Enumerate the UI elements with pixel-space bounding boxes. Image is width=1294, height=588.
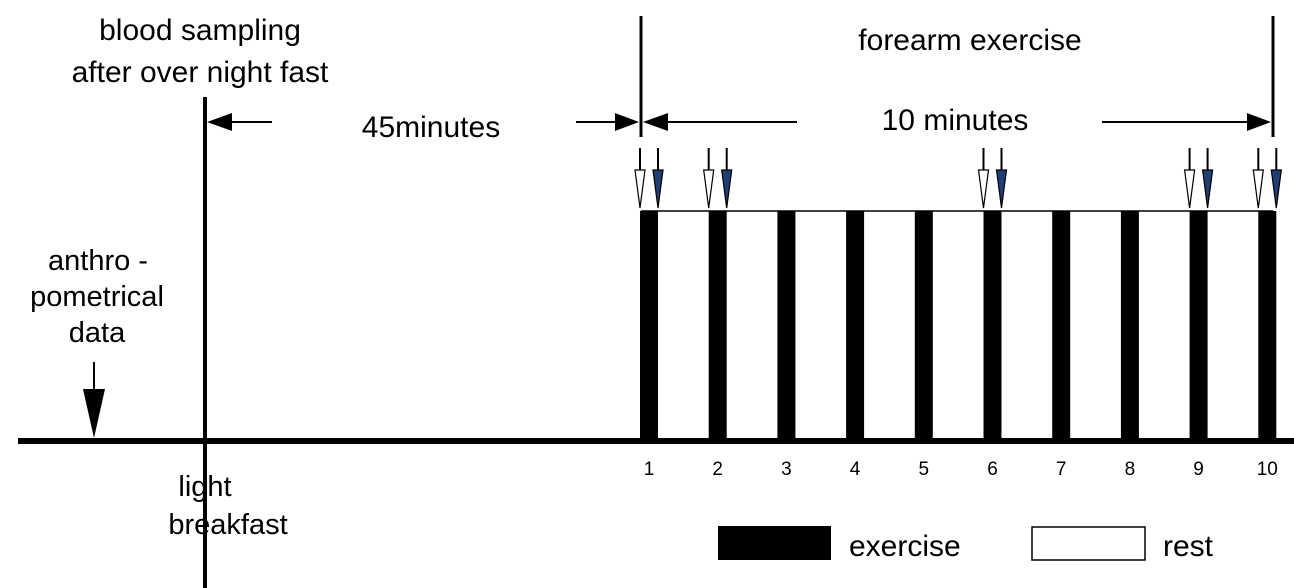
interval-45-arrows: [207, 113, 639, 131]
bout-tick-label-5: 5: [919, 459, 930, 480]
exercise-bar-1: [640, 211, 658, 439]
exercise-bar-3: [777, 211, 796, 439]
sample-arrow-post-1: [652, 148, 664, 209]
forearm-exercise-label: forearm exercise: [858, 24, 1081, 57]
blood-sampling-label-line2: after over night fast: [72, 56, 329, 89]
legend: exercise rest: [718, 526, 1214, 563]
legend-rest-label: rest: [1163, 530, 1214, 563]
exercise-bar-9: [1189, 211, 1208, 439]
blood-sampling-label-line1: blood sampling: [99, 14, 301, 47]
light-breakfast-label-line2: breakfast: [168, 509, 287, 541]
legend-rest-swatch: [1031, 526, 1146, 561]
anthro-label-line3: data: [69, 317, 126, 349]
bout-tick-label-3: 3: [781, 459, 792, 480]
sample-arrow-post-2: [721, 148, 733, 209]
sample-arrow-post-10: [1270, 148, 1282, 209]
bout-tick-label-8: 8: [1125, 459, 1136, 480]
sample-arrow-pre-9: [1183, 148, 1196, 209]
sample-arrow-post-6: [995, 148, 1008, 209]
sample-arrow-pre-6: [977, 148, 990, 209]
interval-45-label: 45minutes: [362, 111, 500, 144]
exercise-bar-4: [846, 211, 865, 439]
light-breakfast-label-line1: light: [178, 471, 231, 503]
sample-arrow-pre-1: [634, 148, 646, 209]
exercise-bar-10: [1258, 211, 1277, 439]
bout-tick-label-2: 2: [712, 459, 723, 480]
anthro-arrow: [83, 362, 105, 438]
exercise-bar-7: [1052, 211, 1071, 439]
bout-tick-label-10: 10: [1257, 459, 1278, 480]
anthro-label-line1: anthro -: [48, 245, 148, 277]
sample-arrow-pre-2: [703, 148, 715, 209]
legend-exercise-swatch: [718, 526, 831, 560]
bout-tick-label-7: 7: [1056, 459, 1067, 480]
exercise-bar-6: [983, 211, 1002, 439]
sample-arrow-pre-10: [1252, 148, 1264, 209]
legend-exercise-label: exercise: [849, 530, 961, 563]
bout-tick-label-9: 9: [1193, 459, 1204, 480]
interval-10-arrows: [643, 113, 1271, 131]
exercise-bar-8: [1120, 211, 1139, 439]
sample-arrow-post-9: [1201, 148, 1214, 209]
exercise-bar-5: [914, 211, 933, 439]
interval-10-label: 10 minutes: [882, 104, 1029, 137]
bout-tick-label-1: 1: [644, 459, 655, 480]
anthro-label-line2: pometrical: [30, 281, 164, 313]
bout-tick-label-4: 4: [850, 459, 861, 480]
exercise-bouts: 1 2 3 4 5 6 7 8 9 10: [634, 148, 1282, 480]
bout-tick-label-6: 6: [987, 459, 998, 480]
exercise-bar-2: [708, 211, 727, 439]
